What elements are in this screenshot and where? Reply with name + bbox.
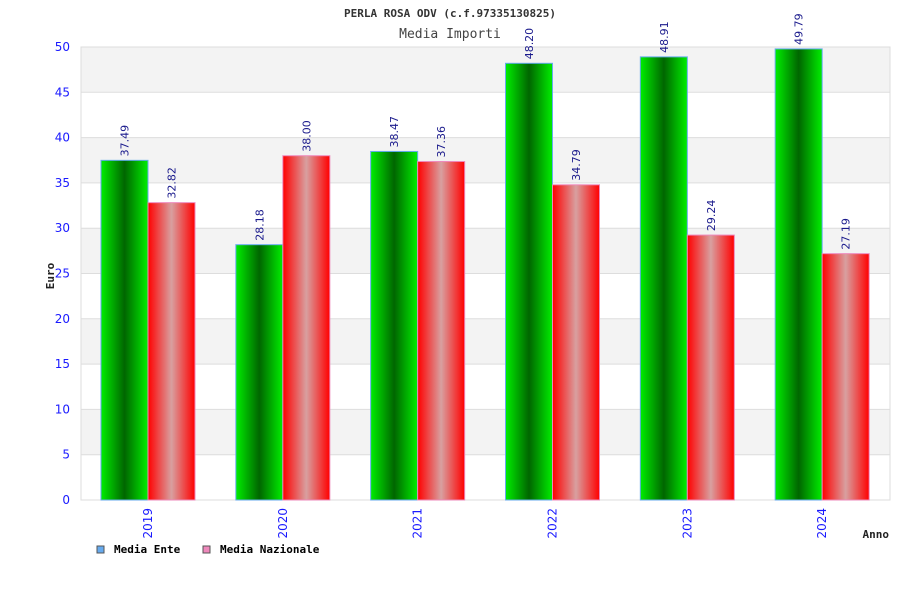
- x-tick-label: 2023: [680, 508, 694, 539]
- legend-label-media-nazionale: Media Nazionale: [220, 543, 320, 556]
- y-tick-label: 35: [55, 176, 70, 190]
- chart-subtitle: Media Importi: [399, 27, 501, 42]
- bar-media-ente-2021: [370, 150, 419, 501]
- grid-band: [81, 273, 890, 319]
- bar-media-nazionale-2023: [686, 234, 735, 501]
- bar-value-label: 32.82: [166, 167, 179, 199]
- y-tick-label: 0: [62, 493, 70, 507]
- bar-value-label: 28.18: [253, 209, 266, 241]
- x-tick-label: 2021: [411, 508, 425, 539]
- y-tick-label: 15: [55, 357, 70, 371]
- bar-media-ente-2019: [100, 159, 149, 501]
- legend-label-media-ente: Media Ente: [114, 543, 181, 556]
- bar-media-nazionale-2019: [147, 202, 196, 501]
- x-tick-label: 2022: [546, 508, 560, 539]
- y-tick-label: 5: [62, 448, 70, 462]
- y-tick-label: 20: [55, 312, 70, 326]
- grid-band: [81, 92, 890, 138]
- y-tick-label: 40: [55, 131, 70, 145]
- bar-value-label: 48.91: [658, 21, 671, 53]
- bar-media-nazionale-2024: [821, 253, 870, 501]
- bar-value-label: 38.47: [388, 116, 401, 148]
- grid-band: [81, 47, 890, 93]
- bar-value-label: 27.19: [840, 218, 853, 250]
- bar-media-ente-2020: [235, 244, 284, 501]
- legend-swatch-media-nazionale: [202, 545, 211, 554]
- bar-value-label: 49.79: [793, 13, 806, 45]
- grid-band: [81, 318, 890, 365]
- x-tick-label: 2019: [141, 508, 155, 539]
- y-tick-label: 30: [55, 221, 70, 235]
- x-axis-label: Anno: [863, 528, 890, 541]
- bar-value-label: 48.20: [523, 28, 536, 60]
- bar-media-ente-2024: [774, 48, 823, 501]
- legend-swatch-media-ente: [96, 545, 105, 554]
- legend: Media Ente Media Nazionale: [96, 543, 320, 556]
- bar-value-label: 38.00: [300, 120, 313, 152]
- y-axis-label: Euro: [44, 262, 57, 289]
- x-tick-label: 2024: [815, 508, 829, 539]
- plot-border: [80, 46, 891, 501]
- grid-band: [81, 409, 890, 455]
- bar-value-label: 29.24: [705, 200, 718, 232]
- bar-value-label: 34.79: [570, 149, 583, 181]
- y-tick-label: 25: [55, 267, 70, 281]
- grid-band: [81, 364, 890, 410]
- chart-title: PERLA ROSA ODV (c.f.97335130825): [344, 7, 556, 20]
- bar-value-label: 37.49: [119, 125, 132, 157]
- bar-media-nazionale-2022: [552, 184, 600, 501]
- grid-band: [81, 228, 890, 274]
- y-tick-label: 45: [55, 85, 70, 99]
- y-tick-label: 10: [55, 402, 70, 416]
- bar-media-ente-2023: [639, 56, 688, 501]
- x-tick-label: 2020: [276, 508, 290, 539]
- bar-media-nazionale-2020: [282, 155, 331, 501]
- bar-media-ente-2022: [505, 62, 553, 501]
- grid-band: [81, 454, 890, 500]
- bar-value-label: 37.36: [435, 126, 448, 158]
- grid-band: [81, 182, 890, 229]
- y-tick-label: 50: [55, 40, 70, 54]
- bar-media-nazionale-2021: [417, 161, 466, 501]
- grid-band: [81, 137, 890, 183]
